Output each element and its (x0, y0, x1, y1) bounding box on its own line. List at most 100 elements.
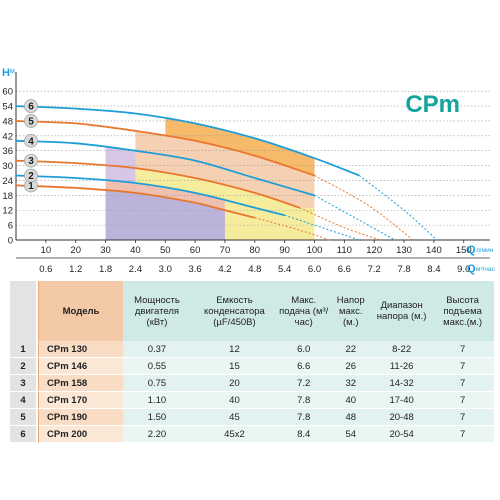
cell-head: 40 (329, 392, 373, 409)
cell-flow: 8.4 (277, 426, 330, 443)
curve-3-extension (299, 207, 381, 241)
x-tick-label: 40 (130, 245, 141, 256)
cell-height: 7 (431, 409, 494, 426)
curve-1 (15, 184, 256, 219)
table-header-row: Модель Мощность двигателя (кВт) Емкость … (10, 281, 494, 341)
y-tick-label: 54 (2, 102, 13, 113)
cell-range: 17-40 (372, 392, 432, 409)
curve-2-extension (284, 214, 360, 241)
table-row: 1 CPm 130 0.37 12 6.0 22 8-22 7 (10, 341, 494, 358)
cell-capacitor: 15 (190, 358, 278, 375)
curve-3 (15, 159, 300, 209)
marker-label: 4 (28, 136, 34, 147)
cell-power: 0.75 (123, 375, 191, 392)
row-number: 5 (10, 409, 38, 426)
x2-tick-label: 7.8 (397, 264, 410, 275)
x2-tick-label: 1.8 (99, 264, 112, 275)
cell-power: 1.10 (123, 392, 191, 409)
marker-label: 6 (28, 102, 34, 113)
y-tick-label: 24 (2, 176, 13, 187)
cell-flow: 6.0 (277, 341, 330, 358)
cell-head: 26 (329, 358, 373, 375)
y-axis-unit-sub: м (10, 68, 15, 75)
col-header-capacitor: Емкость конденсатора (µF/450В) (190, 281, 278, 341)
row-number: 6 (10, 426, 38, 443)
cell-model: CPm 146 (38, 358, 123, 375)
marker-circle (24, 114, 38, 128)
y-tick-label: 12 (2, 206, 13, 217)
cell-range: 20-48 (372, 409, 432, 426)
cell-flow: 7.2 (277, 375, 330, 392)
marker-label: 1 (28, 181, 34, 192)
cell-model: CPm 170 (38, 392, 123, 409)
row-number: 4 (10, 392, 38, 409)
row-number: 2 (10, 358, 38, 375)
col-header-head: Напор макс. (м.) (329, 281, 373, 341)
curve-4-extension (314, 194, 396, 241)
curve-marker-3: 3 (24, 153, 38, 168)
cell-capacitor: 40 (190, 392, 278, 409)
y-tick-label: 0 (8, 236, 13, 247)
cell-head: 22 (329, 341, 373, 358)
cell-head: 32 (329, 375, 373, 392)
x2-tick-label: 0.6 (39, 264, 52, 275)
x2-tick-label: 8.4 (427, 264, 440, 275)
marker-circle (24, 133, 38, 148)
marker-circle (24, 99, 38, 113)
cell-height: 7 (431, 341, 494, 358)
cell-power: 2.20 (123, 426, 191, 443)
x-tick-label: 20 (70, 245, 81, 256)
cell-flow: 7.8 (277, 392, 330, 409)
x2-tick-label: 6.0 (308, 264, 321, 275)
x-tick-label: 130 (396, 245, 412, 256)
curve-6-extension (358, 175, 438, 241)
table-row: 2 CPm 146 0.55 15 6.6 26 11-26 7 (10, 358, 494, 375)
col-header-model: Модель (38, 281, 123, 341)
y-tick-label: 42 (2, 131, 13, 142)
curve-marker-5: 5 (24, 114, 38, 128)
cell-power: 0.55 (123, 358, 191, 375)
cell-flow: 7.8 (277, 409, 330, 426)
cell-head: 48 (329, 409, 373, 426)
curve-5 (15, 120, 315, 177)
x-tick-label: 150 (456, 245, 472, 256)
cell-height: 7 (431, 375, 494, 392)
x-tick-label: 80 (250, 245, 261, 256)
curve-marker-6: 6 (24, 99, 38, 113)
cell-head: 54 (329, 426, 373, 443)
x-tick-label: 50 (160, 245, 171, 256)
x2-axis-unit: Q (467, 263, 476, 275)
marker-label: 3 (28, 156, 34, 167)
cell-height: 7 (431, 392, 494, 409)
cell-flow: 6.6 (277, 358, 330, 375)
cell-model: CPm 200 (38, 426, 123, 443)
x-tick-label: 140 (426, 245, 442, 256)
curve-5-extension (314, 175, 414, 241)
x2-tick-label: 3.6 (188, 264, 201, 275)
marker-label: 5 (28, 116, 34, 127)
table-row: 3 CPm 158 0.75 20 7.2 32 14-32 7 (10, 375, 494, 392)
marker-circle (24, 153, 38, 168)
x-tick-label: 70 (220, 245, 231, 256)
col-header-power: Мощность двигателя (кВт) (123, 281, 191, 341)
x2-tick-label: 4.2 (218, 264, 231, 275)
row-number: 3 (10, 375, 38, 392)
curve-markers: 12 3 4 5 6 (24, 99, 38, 193)
cell-range: 20-54 (372, 426, 432, 443)
cell-range: 8-22 (372, 341, 432, 358)
y-axis-unit: H (2, 67, 10, 79)
x-axis-m3h: 0.6 1.2 1.8 2.4 3.0 3.6 4.2 4.8 5.4 6.0 6.6 7.2 7.8 8… (39, 263, 495, 275)
curve-marker-4: 4 (24, 133, 38, 148)
curve-marker-2: 2 (24, 168, 38, 183)
col-header-range: Диапазон напора (м.) (372, 281, 432, 341)
marker-circle (24, 168, 38, 183)
x-axis-unit: Q (467, 244, 476, 256)
table-row: 5 CPm 190 1.50 45 7.8 48 20-48 7 (10, 409, 494, 426)
y-tick-label: 6 (8, 221, 13, 232)
operating-regions (105, 118, 315, 240)
col-header-number (10, 281, 38, 341)
cell-capacitor: 45 (190, 409, 278, 426)
curve-6 (15, 105, 360, 177)
x-tick-label: 120 (366, 245, 382, 256)
